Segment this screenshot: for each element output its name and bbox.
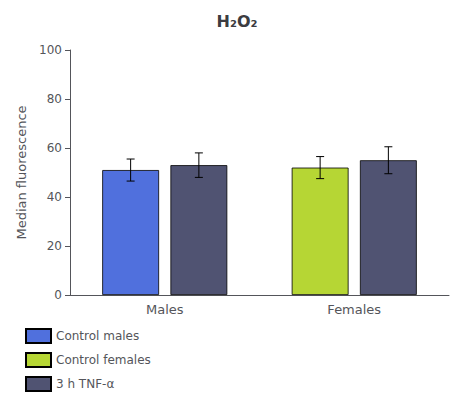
svg-text:80: 80 xyxy=(47,92,62,106)
svg-text:Control males: Control males xyxy=(56,329,139,343)
svg-text:Control females: Control females xyxy=(56,353,151,367)
svg-text:3 h TNF-α: 3 h TNF-α xyxy=(56,377,114,391)
svg-text:20: 20 xyxy=(47,239,62,253)
svg-text:Females: Females xyxy=(327,302,381,317)
svg-text:Median fluorescence: Median fluorescence xyxy=(14,105,29,239)
svg-text:0: 0 xyxy=(54,288,62,302)
svg-text:40: 40 xyxy=(47,190,62,204)
svg-text:60: 60 xyxy=(47,141,62,155)
svg-text:Males: Males xyxy=(146,302,184,317)
svg-text:100: 100 xyxy=(39,43,62,57)
svg-text:H₂O₂: H₂O₂ xyxy=(216,12,257,31)
